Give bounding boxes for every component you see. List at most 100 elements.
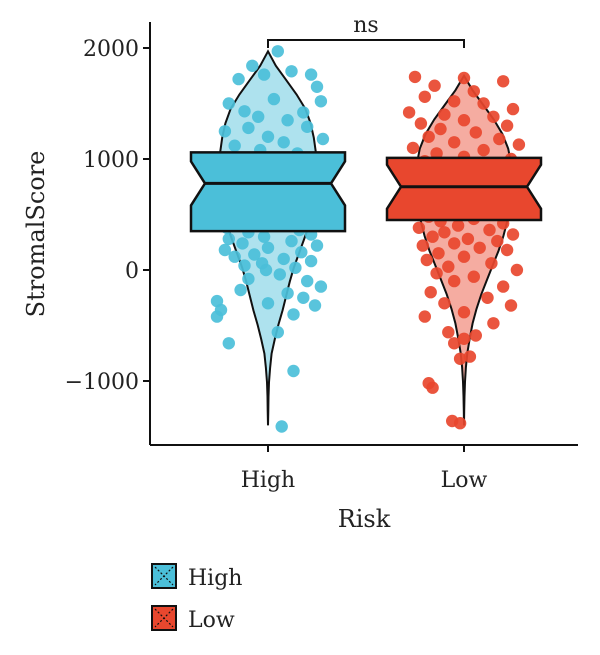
- data-point-low: [457, 71, 471, 85]
- data-point-low: [438, 297, 451, 310]
- data-point-high: [238, 105, 251, 118]
- data-point-high: [234, 283, 247, 297]
- data-point-high: [273, 268, 286, 281]
- x-tick-label: High: [241, 468, 295, 493]
- data-point-high: [281, 287, 294, 300]
- data-point-high: [304, 254, 318, 268]
- data-point-high: [246, 59, 259, 72]
- data-point-low: [434, 122, 447, 136]
- significance-label: ns: [353, 13, 378, 38]
- significance-bracket: [267, 39, 465, 48]
- data-point-high: [222, 97, 235, 110]
- data-point-low: [448, 337, 461, 350]
- data-point-low: [451, 219, 465, 232]
- data-point-high: [316, 132, 330, 146]
- data-point-low: [487, 317, 500, 330]
- data-point-low: [457, 306, 471, 319]
- data-point-low: [418, 90, 431, 104]
- data-point-low: [453, 417, 467, 430]
- data-point-high: [277, 252, 290, 266]
- data-point-low: [497, 280, 510, 293]
- data-point-low: [457, 332, 471, 345]
- data-point-high: [261, 241, 275, 254]
- data-point-low: [430, 267, 443, 280]
- legend: High Low: [151, 563, 242, 633]
- x-tick-label: Low: [441, 468, 488, 493]
- data-point-high: [310, 80, 324, 94]
- data-point-high: [275, 420, 288, 433]
- box-low: [385, 156, 543, 222]
- data-point-high: [242, 272, 255, 286]
- data-point-high: [295, 246, 308, 259]
- data-point-low: [497, 75, 510, 88]
- data-point-high: [259, 263, 273, 277]
- data-point-low: [500, 243, 514, 257]
- data-point-low: [448, 95, 461, 108]
- data-point-low: [493, 132, 506, 146]
- legend-swatch-notch: [154, 566, 174, 586]
- data-point-low: [448, 136, 461, 149]
- data-point-high: [210, 310, 224, 323]
- data-point-low: [408, 70, 422, 84]
- data-point-low: [402, 106, 416, 119]
- data-point-high: [242, 121, 255, 135]
- data-point-low: [424, 286, 437, 299]
- data-point-low: [438, 108, 451, 121]
- data-point-low: [448, 274, 461, 288]
- data-point-low: [491, 234, 504, 248]
- data-point-high: [297, 291, 310, 304]
- data-point-low: [426, 381, 439, 394]
- data-point-low: [432, 247, 445, 260]
- legend-label: Low: [188, 608, 235, 633]
- data-point-low: [457, 114, 471, 127]
- data-point-low: [467, 270, 480, 283]
- data-point-high: [248, 248, 261, 261]
- data-point-low: [422, 130, 435, 143]
- data-point-low: [438, 226, 451, 239]
- axes: −1000 0 1000 2000 High Low Risk StromalScore: [22, 22, 578, 533]
- data-point-low: [426, 230, 439, 243]
- data-point-high: [267, 92, 281, 106]
- data-point-high: [304, 68, 318, 81]
- data-point-low: [500, 119, 514, 132]
- data-point-high: [218, 243, 232, 257]
- data-point-low: [477, 97, 490, 110]
- data-point-low: [428, 79, 441, 92]
- legend-item-high: High: [151, 563, 242, 591]
- data-point-high: [238, 259, 251, 272]
- data-point-high: [222, 232, 235, 246]
- data-point-high: [257, 230, 271, 243]
- data-point-high: [271, 326, 284, 339]
- y-tick-label: 2000: [83, 37, 139, 62]
- data-point-low: [430, 147, 443, 160]
- data-point-high: [285, 234, 298, 248]
- data-point-low: [442, 326, 455, 339]
- plot-area: ns: [189, 13, 543, 433]
- y-tick-label: 1000: [83, 148, 139, 173]
- box-high: [189, 151, 347, 233]
- data-point-low: [448, 237, 461, 250]
- data-point-low: [481, 291, 494, 304]
- data-point-high: [285, 65, 298, 78]
- data-point-low: [506, 228, 520, 241]
- data-point-low: [483, 223, 496, 237]
- data-point-high: [271, 45, 284, 58]
- data-point-low: [414, 117, 428, 130]
- data-point-low: [487, 110, 500, 124]
- data-point-low: [461, 232, 475, 246]
- data-point-high: [297, 106, 310, 119]
- x-axis-title: Risk: [338, 505, 391, 533]
- data-point-low: [512, 138, 526, 151]
- y-tick-label: 0: [125, 259, 139, 284]
- data-point-high: [289, 261, 302, 274]
- data-point-low: [463, 350, 477, 363]
- data-point-low: [457, 250, 471, 263]
- data-point-low: [469, 126, 482, 139]
- data-point-low: [473, 241, 486, 254]
- data-point-high: [301, 120, 314, 133]
- data-point-low: [506, 102, 520, 116]
- data-point-high: [281, 114, 294, 127]
- data-point-high: [277, 136, 290, 149]
- legend-label: High: [188, 566, 242, 591]
